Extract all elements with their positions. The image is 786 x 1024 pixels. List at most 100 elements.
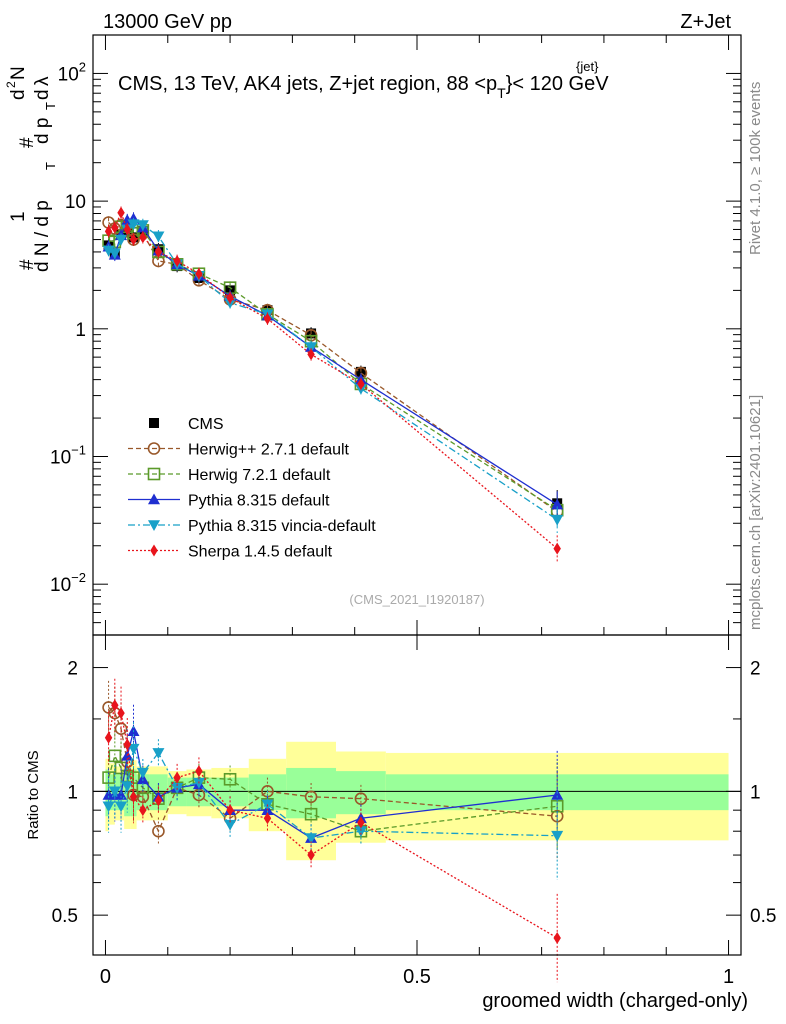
plot-title: CMS, 13 TeV, AK4 jets, Z+jet region, 88 … [118,73,609,101]
ratio-point [304,807,318,821]
ratio-point [102,771,115,784]
ylabel-sub-t2: T [43,102,58,110]
ylabel-dp: d p [32,118,53,144]
ratio-point [195,765,203,778]
legend-marker [147,467,161,481]
ratio-point [111,699,119,712]
title-main: CMS, 13 TeV, AK4 jets, Z+jet region, 88 … [118,73,497,95]
ratio-y-tick-label-right: 1 [750,782,761,803]
ratio-point [127,743,140,755]
legend-label: Pythia 8.315 vincia-default [188,518,376,535]
data-point [553,542,561,555]
x-axis-label: groomed width (charged-only) [482,990,748,1012]
data-point [108,248,121,260]
title-sub: T [497,85,506,101]
ratio-series-line [108,731,558,839]
ratio-point [121,781,134,793]
header-left: 13000 GeV pp [103,11,232,33]
ratio-point [305,833,318,845]
data-point [136,220,149,232]
data-point [263,312,272,325]
y-tick-label: 1 [75,320,86,341]
ratio-series-line [108,706,558,833]
ratio-y-tick-label: 0.5 [52,906,78,927]
data-point [115,234,128,246]
ratio-y-tick-label: 1 [67,782,78,803]
series-line [108,226,558,511]
series-layer [102,206,564,562]
data-point [355,366,366,377]
ratio-y-tick-label-right: 2 [750,659,761,680]
ratio-point [136,767,149,779]
data-point [226,291,234,304]
legend-marker [148,520,160,531]
legend-label: Herwig++ 2.7.1 default [188,442,350,459]
ratio-series-layer [102,678,564,983]
ylabel-one: 1 [8,211,29,222]
y-tick-base: 10 [50,575,71,596]
data-point [551,498,564,510]
y-tick-label: 10−2 [50,570,86,596]
header-right: Z+Jet [680,11,731,33]
ratio-point [104,731,113,744]
y-tick-base: 1 [75,320,86,341]
ratio-point [553,931,561,944]
data-point [117,206,125,219]
legend-marker [150,544,158,557]
ratio-point [117,707,125,720]
ratio-y-axis-label: Ratio to CMS [25,750,42,839]
ratio-point [139,804,147,817]
ylabel-dn-dpt: d N / d p [32,200,53,272]
legend-label: Sherpa 1.4.5 default [188,544,333,561]
ratio-series-line [107,754,558,832]
ylabel-sub-t: T [43,162,58,170]
ratio-point [224,819,237,831]
ratio-point [154,794,163,807]
y-tick-label: 102 [58,59,86,85]
data-point [305,342,318,354]
y-tick-base: 10 [50,448,71,469]
data-point [307,348,315,361]
legend-label: Pythia 8.315 default [188,493,330,510]
data-point [152,231,165,243]
ratio-point [551,830,564,842]
data-point [357,377,365,390]
y-tick-exp: −2 [71,570,86,585]
ratio-point [307,849,315,862]
ratio-y-tick-label: 2 [67,659,78,680]
legend-label: CMS [188,416,224,433]
ratio-point [108,749,122,763]
legend: CMS Herwig++ 2.7.1 default Herwig 7.2.1 de… [128,416,376,561]
y-axis-label: # 1 d N / d p T # d 2 N d p T d λ [4,66,58,272]
data-point [123,223,131,236]
ratio-point [354,826,367,838]
x-tick-label: 1 [723,966,734,988]
legend-label: Herwig 7.2.1 default [188,467,331,484]
ratio-point [551,788,564,800]
data-point [127,219,140,231]
y-tick-exp: 2 [79,59,86,74]
data-point [129,233,138,246]
ratio-series-line [107,703,558,939]
ratio-point [357,816,365,829]
y-tick-exp: −1 [71,443,86,458]
ratio-point [115,801,128,813]
legend-marker [147,442,161,455]
title-tail: }< 120 GeV [506,73,610,95]
ratio-point [129,790,138,803]
ratio-point [226,804,234,817]
data-point [111,221,119,234]
data-point [102,245,115,257]
data-point [551,514,564,526]
ratio-point [102,801,115,813]
data-point [154,245,163,258]
band-inner-bin [108,774,115,811]
data-point [173,254,181,267]
side-text-top: Rivet 4.1.0, ≥ 100k events [747,82,764,255]
data-point [104,225,113,238]
side-text-bottom: mcplots.cern.ch [arXiv:2401.10621] [747,395,764,630]
ylabel-hash-2: # [17,137,38,148]
ratio-point [108,786,121,798]
